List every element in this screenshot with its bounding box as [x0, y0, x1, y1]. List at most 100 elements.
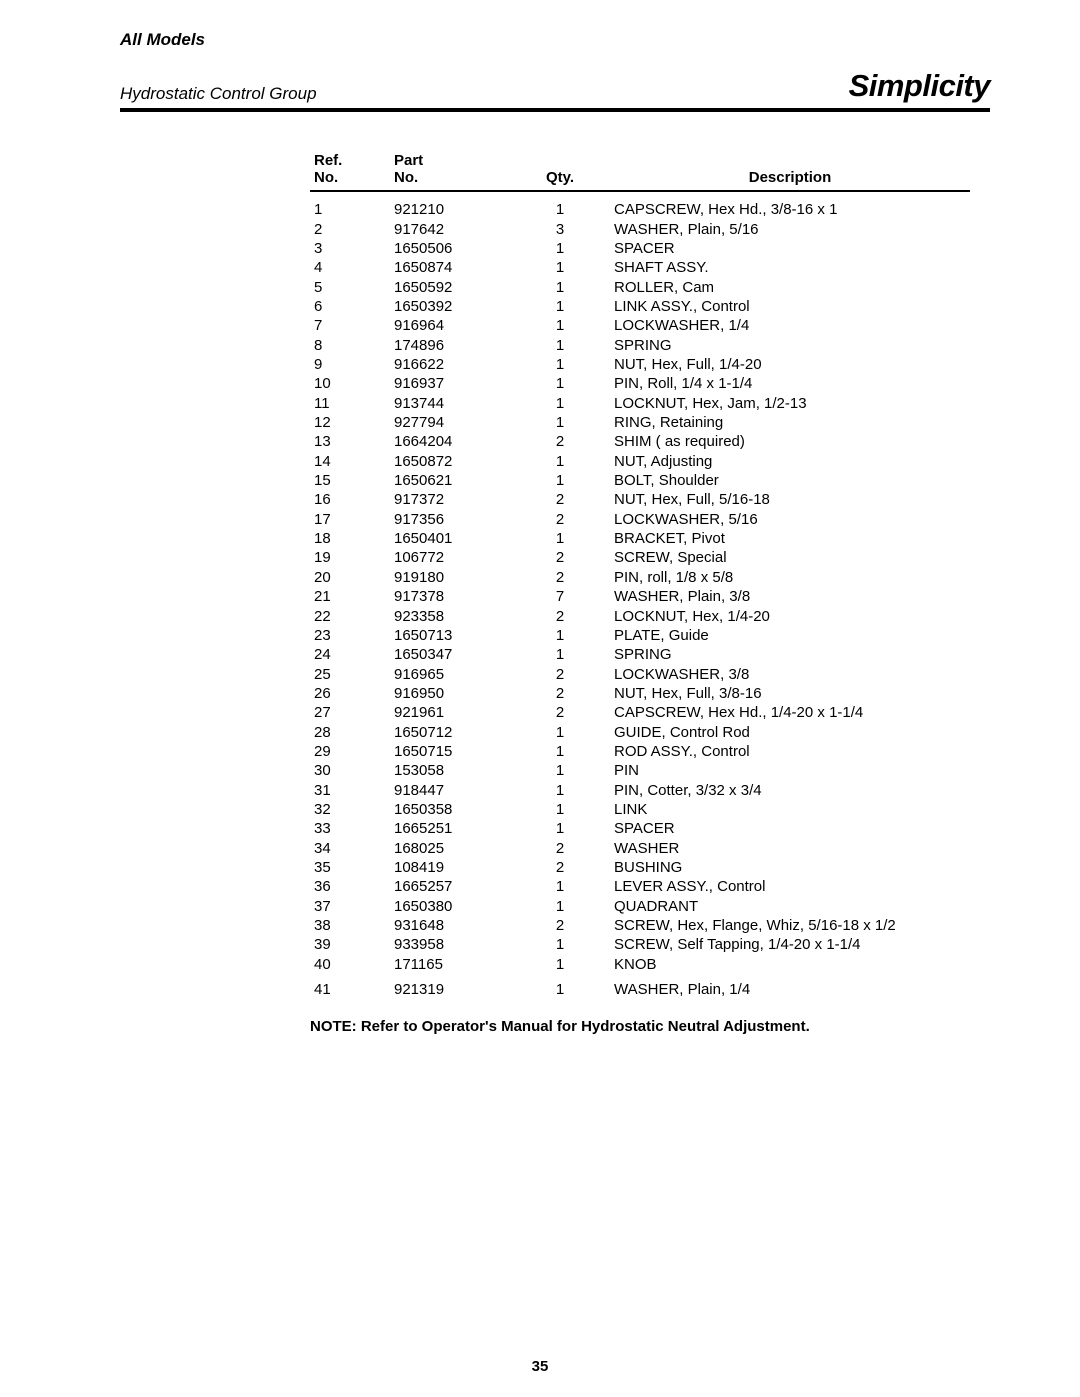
table-row: 319184471PIN, Cotter, 3/32 x 3/4: [310, 781, 970, 800]
cell-desc: NUT, Hex, Full, 3/8-16: [610, 685, 970, 704]
table-row: 301530581PIN: [310, 762, 970, 781]
cell-ref: 27: [310, 704, 390, 723]
table-row: 191067722SCREW, Special: [310, 549, 970, 568]
cell-qty: 1: [510, 743, 610, 762]
cell-part: 916965: [390, 665, 510, 684]
cell-desc: LINK ASSY., Control: [610, 298, 970, 317]
cell-qty: 1: [510, 472, 610, 491]
cell-part: 1650712: [390, 723, 510, 742]
cell-desc: NUT, Hex, Full, 5/16-18: [610, 491, 970, 510]
cell-desc: SHAFT ASSY.: [610, 259, 970, 278]
cell-part: 1650713: [390, 627, 510, 646]
cell-part: 108419: [390, 859, 510, 878]
page-header: All Models Hydrostatic Control Group Sim…: [120, 30, 990, 112]
cell-desc: SPRING: [610, 646, 970, 665]
cell-desc: SCREW, Special: [610, 549, 970, 568]
table-row: 2316507131PLATE, Guide: [310, 627, 970, 646]
cell-qty: 1: [510, 317, 610, 336]
parts-table: Ref. No. Part No. Qty. Description 19212…: [310, 152, 970, 1000]
cell-part: 1650380: [390, 897, 510, 916]
cell-ref: 3: [310, 240, 390, 259]
table-row: 316505061SPACER: [310, 240, 970, 259]
cell-part: 1665251: [390, 820, 510, 839]
cell-qty: 1: [510, 646, 610, 665]
cell-part: 106772: [390, 549, 510, 568]
cell-desc: PLATE, Guide: [610, 627, 970, 646]
table-row: 79169641LOCKWASHER, 1/4: [310, 317, 970, 336]
cell-desc: PIN, Cotter, 3/32 x 3/4: [610, 781, 970, 800]
cell-part: 1650872: [390, 452, 510, 471]
table-row: 259169652LOCKWASHER, 3/8: [310, 665, 970, 684]
cell-qty: 1: [510, 336, 610, 355]
header-underline: [310, 191, 970, 201]
cell-ref: 22: [310, 607, 390, 626]
cell-qty: 1: [510, 801, 610, 820]
note: NOTE: Refer to Operator's Manual for Hyd…: [310, 1018, 970, 1035]
cell-desc: NUT, Adjusting: [610, 452, 970, 471]
cell-ref: 4: [310, 259, 390, 278]
cell-qty: 1: [510, 975, 610, 1000]
table-row: 351084192BUSHING: [310, 859, 970, 878]
cell-part: 174896: [390, 336, 510, 355]
cell-desc: SCREW, Hex, Flange, Whiz, 5/16-18 x 1/2: [610, 917, 970, 936]
cell-part: 1650392: [390, 298, 510, 317]
cell-qty: 2: [510, 549, 610, 568]
cell-ref: 13: [310, 433, 390, 452]
table-row: 1316642042SHIM ( as required): [310, 433, 970, 452]
cell-desc: ROLLER, Cam: [610, 278, 970, 297]
cell-ref: 35: [310, 859, 390, 878]
cell-part: 917378: [390, 588, 510, 607]
cell-ref: 20: [310, 569, 390, 588]
header-row: Hydrostatic Control Group Simplicity: [120, 68, 990, 104]
cell-desc: LEVER ASSY., Control: [610, 878, 970, 897]
table-row: 416508741SHAFT ASSY.: [310, 259, 970, 278]
cell-part: 916964: [390, 317, 510, 336]
table-row: 81748961SPRING: [310, 336, 970, 355]
col-part-line1: Part: [394, 152, 423, 169]
cell-ref: 31: [310, 781, 390, 800]
table-row: 3716503801QUADRANT: [310, 897, 970, 916]
brand-logo: Simplicity: [849, 68, 990, 104]
cell-qty: 7: [510, 588, 610, 607]
cell-ref: 18: [310, 530, 390, 549]
cell-qty: 1: [510, 897, 610, 916]
cell-ref: 24: [310, 646, 390, 665]
cell-ref: 41: [310, 975, 390, 1000]
cell-part: 921210: [390, 201, 510, 220]
cell-qty: 1: [510, 781, 610, 800]
cell-desc: LOCKNUT, Hex, 1/4-20: [610, 607, 970, 626]
cell-desc: BUSHING: [610, 859, 970, 878]
cell-qty: 1: [510, 452, 610, 471]
col-part-line2: No.: [394, 169, 418, 186]
cell-desc: WASHER: [610, 839, 970, 858]
cell-qty: 2: [510, 665, 610, 684]
cell-desc: CAPSCREW, Hex Hd., 1/4-20 x 1-1/4: [610, 704, 970, 723]
cell-ref: 11: [310, 394, 390, 413]
cell-desc: PIN: [610, 762, 970, 781]
cell-part: 913744: [390, 394, 510, 413]
cell-qty: 1: [510, 394, 610, 413]
table-row: 219173787WASHER, Plain, 3/8: [310, 588, 970, 607]
table-row: 1416508721NUT, Adjusting: [310, 452, 970, 471]
col-ref-line2: No.: [314, 169, 338, 186]
cell-ref: 32: [310, 801, 390, 820]
table-row: 2416503471SPRING: [310, 646, 970, 665]
cell-qty: 1: [510, 240, 610, 259]
table-row: 99166221NUT, Hex, Full, 1/4-20: [310, 356, 970, 375]
cell-desc: SPACER: [610, 820, 970, 839]
table-row: 3216503581LINK: [310, 801, 970, 820]
cell-qty: 2: [510, 917, 610, 936]
cell-ref: 34: [310, 839, 390, 858]
cell-ref: 19: [310, 549, 390, 568]
cell-ref: 12: [310, 414, 390, 433]
cell-desc: BOLT, Shoulder: [610, 472, 970, 491]
cell-ref: 1: [310, 201, 390, 220]
cell-part: 921319: [390, 975, 510, 1000]
cell-part: 916622: [390, 356, 510, 375]
table-row: 229233582LOCKNUT, Hex, 1/4-20: [310, 607, 970, 626]
col-header-qty: Qty.: [510, 152, 610, 191]
cell-ref: 38: [310, 917, 390, 936]
cell-part: 918447: [390, 781, 510, 800]
cell-qty: 1: [510, 723, 610, 742]
cell-ref: 8: [310, 336, 390, 355]
